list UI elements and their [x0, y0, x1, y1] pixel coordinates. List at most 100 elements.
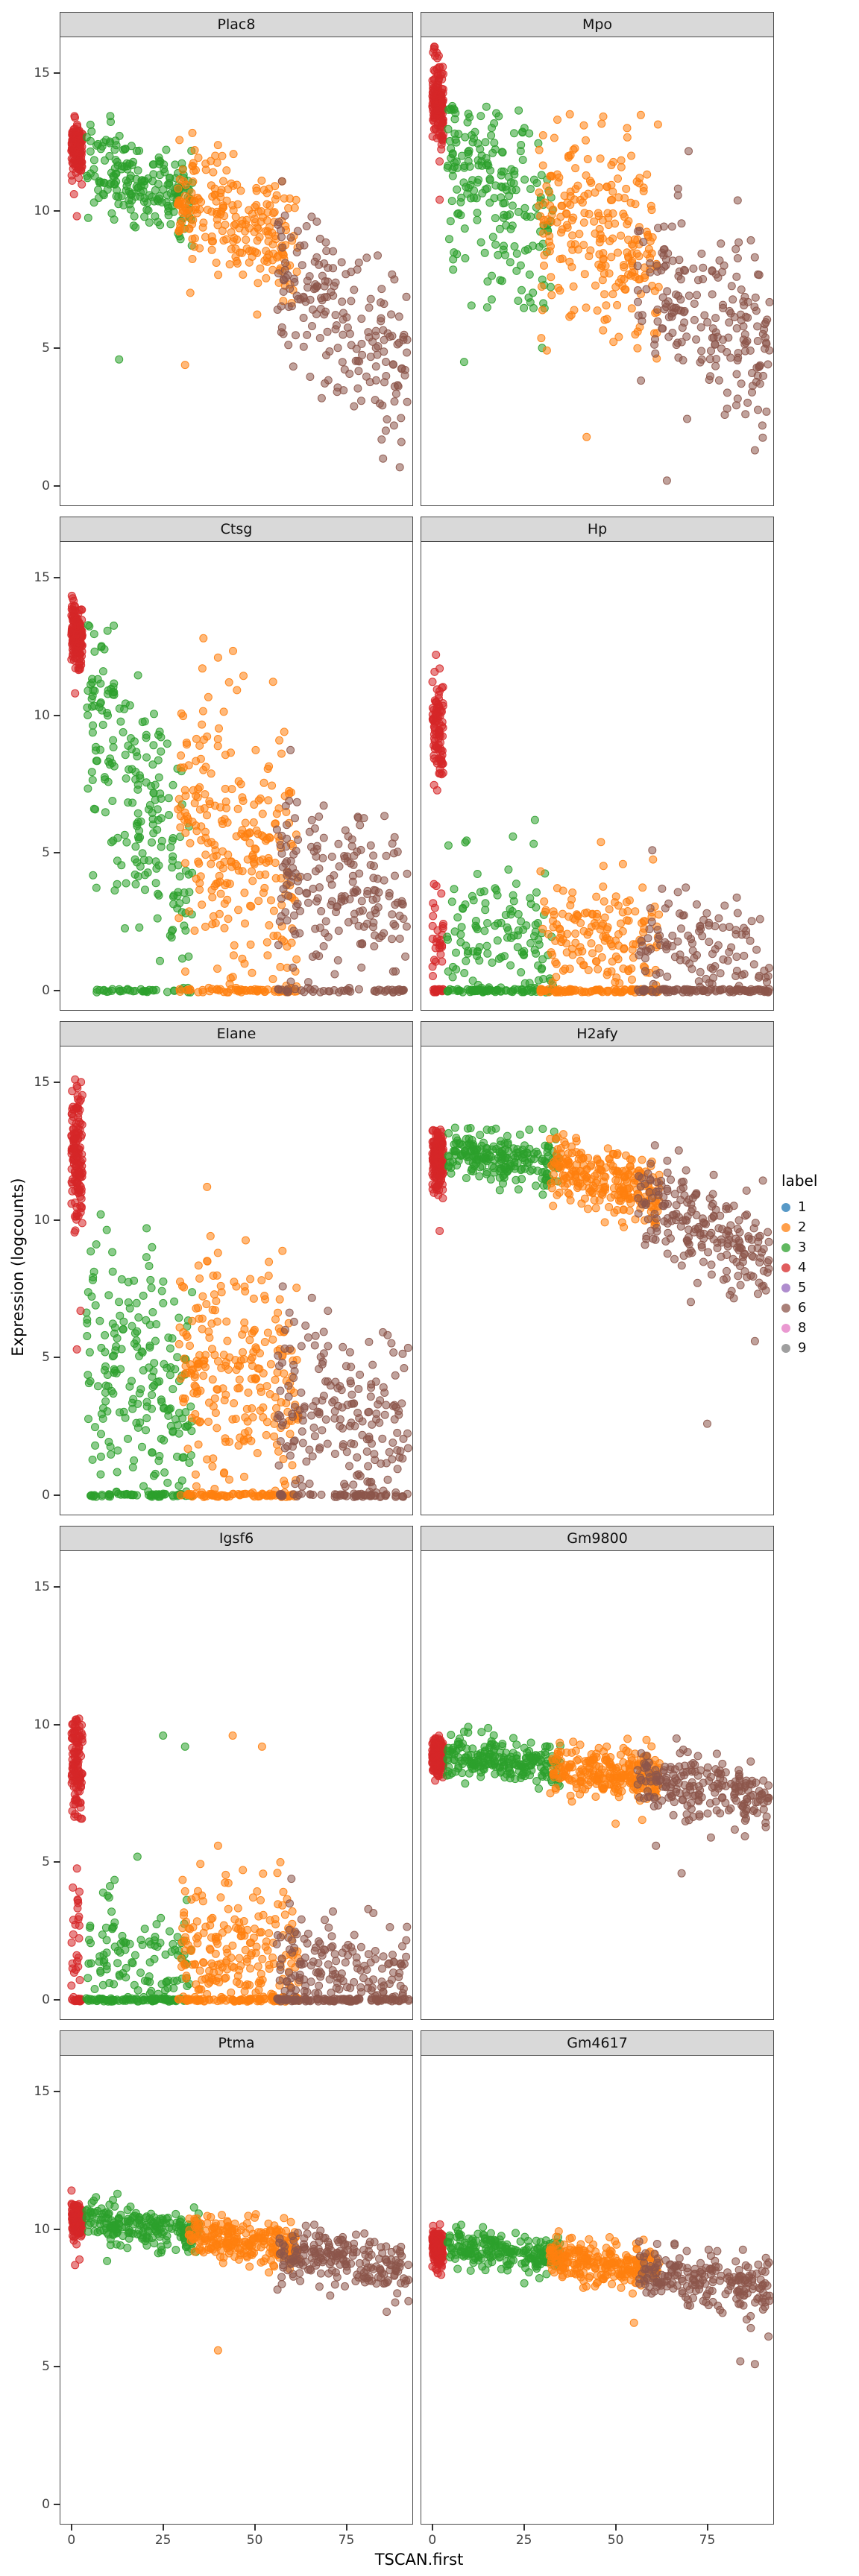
panel: 0 5 10 15	[34, 1046, 413, 1515]
strip-title: Mpo	[582, 16, 613, 33]
y-tick-mark	[54, 1999, 60, 2001]
facet-strip: Gm4617	[421, 2030, 774, 2055]
panel: 0 5 10 15 0 25 50 75	[34, 2055, 413, 2548]
x-tick-label: 25	[154, 2533, 172, 2548]
legend-key-dot	[781, 1343, 790, 1353]
scatter-points-layer	[428, 2220, 773, 2369]
y-tick-mark	[54, 2366, 60, 2368]
panel: 0 25 50 75	[421, 2055, 774, 2548]
facet-strip: Mpo	[421, 12, 774, 37]
y-tick-label: 15	[34, 66, 50, 81]
scatter-points-layer	[428, 42, 773, 485]
y-tick-mark	[54, 1586, 60, 1588]
legend-entry-label: 5	[798, 1280, 807, 1295]
x-axis-title: TSCAN.first	[374, 2551, 464, 2569]
scatter-points-layer	[428, 1123, 773, 1428]
panel: 0 5 10 15	[34, 37, 413, 506]
legend-entry-label: 3	[798, 1240, 807, 1255]
y-tick-mark	[54, 209, 60, 212]
y-tick-label: 10	[34, 2221, 50, 2237]
y-tick-label: 10	[34, 707, 50, 723]
legend-entry: 1	[781, 1197, 817, 1217]
facet-strip: Elane	[60, 1021, 413, 1046]
facet-strip: Plac8	[60, 12, 413, 37]
legend-entry: 6	[781, 1298, 817, 1318]
legend-entry: 8	[781, 1318, 817, 1338]
strip-title: H2afy	[576, 1026, 618, 1042]
facet-Hp: Hp	[421, 517, 774, 1011]
y-tick-label: 0	[42, 2497, 50, 2513]
x-tick-mark	[523, 2524, 525, 2531]
scatter-points-layer	[428, 1723, 773, 1878]
strip-title: Gm4617	[567, 2035, 628, 2051]
legend-entry-label: 1	[798, 1199, 807, 1215]
y-tick-mark	[54, 2091, 60, 2093]
x-tick-mark	[614, 2524, 617, 2531]
panel	[421, 1046, 774, 1515]
x-tick-label: 0	[67, 2533, 76, 2548]
facet-grid: Plac8 0 5 10 15 Mpo Ctsg 0 5 10 15 Hp Elane 0 5 10 15 H2a…	[34, 12, 774, 2548]
legend-key-dot	[781, 1243, 790, 1252]
legend-entry-label: 2	[798, 1219, 807, 1235]
facet-Ptma: Ptma 0 5 10 15 0 25 50 75	[34, 2030, 413, 2548]
legend-key-dot	[781, 1303, 790, 1313]
facet-strip: Igsf6	[60, 1526, 413, 1550]
legend-entry-label: 6	[798, 1300, 807, 1316]
strip-title: Hp	[587, 521, 608, 537]
x-tick-label: 25	[515, 2533, 532, 2548]
legend-key-dot	[781, 1283, 790, 1292]
legend-entry: 4	[781, 1257, 817, 1278]
strip-title: Igsf6	[218, 1530, 254, 1547]
facet-Mpo: Mpo	[421, 12, 774, 506]
y-tick-label: 5	[42, 1854, 50, 1870]
y-tick-mark	[54, 347, 60, 350]
legend-entry-label: 9	[798, 1340, 807, 1356]
scatter-points-layer	[67, 1714, 412, 2006]
facet-strip: Ptma	[60, 2030, 413, 2055]
y-tick-label: 10	[34, 203, 50, 218]
facet-strip: Gm9800	[421, 1526, 774, 1550]
x-tick-label: 75	[699, 2533, 716, 2548]
scatter-points-layer	[428, 651, 773, 997]
y-tick-mark	[54, 714, 60, 716]
panel	[421, 1550, 774, 2020]
strip-title: Plac8	[217, 16, 256, 33]
y-tick-label: 0	[42, 1488, 50, 1503]
x-tick-label: 0	[428, 2533, 437, 2548]
y-tick-mark	[54, 1219, 60, 1221]
x-tick-mark	[254, 2524, 256, 2531]
strip-title: Gm9800	[567, 1530, 628, 1547]
x-tick-mark	[70, 2524, 72, 2531]
y-tick-mark	[54, 1494, 60, 1497]
y-tick-mark	[54, 72, 60, 75]
x-tick-mark	[162, 2524, 164, 2531]
legend-entry: 2	[781, 1217, 817, 1237]
scatter-points-layer	[67, 112, 412, 472]
x-tick-mark	[345, 2524, 347, 2531]
legend-key-dot	[781, 1202, 790, 1212]
y-tick-mark	[54, 990, 60, 992]
panel: 0 5 10 15	[34, 1550, 413, 2020]
x-tick-label: 50	[246, 2533, 263, 2548]
legend-title: label	[781, 1172, 818, 1190]
x-tick-label: 75	[338, 2533, 355, 2548]
facet-strip: Hp	[421, 517, 774, 541]
y-tick-mark	[54, 1861, 60, 1863]
y-tick-label: 10	[34, 1717, 50, 1732]
scatter-points-layer	[67, 1075, 412, 1501]
y-tick-label: 15	[34, 1075, 50, 1090]
panel	[421, 541, 774, 1011]
legend-key-dot	[781, 1323, 790, 1333]
facet-Gm4617: Gm4617 0 25 50 75	[421, 2030, 774, 2548]
legend-entries: 1 2 3 4 5 6 8 9	[781, 1197, 817, 1358]
legend: label 1 2 3 4 5 6 8 9	[781, 1172, 817, 1358]
facet-Igsf6: Igsf6 0 5 10 15	[34, 1526, 413, 2020]
scatter-points-layer	[67, 591, 412, 997]
legend-entry-label: 8	[798, 1320, 807, 1336]
x-tick-mark	[431, 2524, 433, 2531]
y-tick-mark	[54, 2228, 60, 2230]
x-tick-mark	[706, 2524, 708, 2531]
facet-strip: H2afy	[421, 1021, 774, 1046]
y-tick-mark	[54, 577, 60, 579]
